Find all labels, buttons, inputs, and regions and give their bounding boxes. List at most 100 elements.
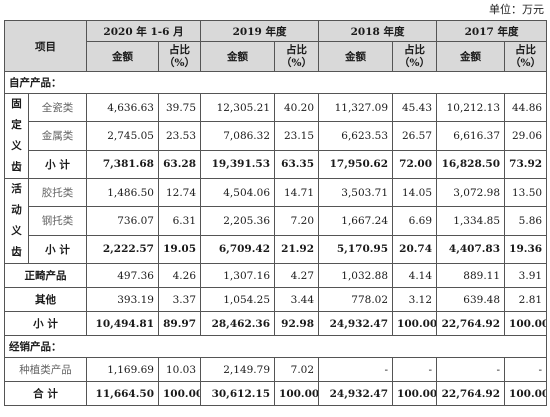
cell: 10.03 <box>157 357 202 382</box>
header-period: 2020 年 1-6 月 <box>85 20 202 42</box>
cell: 7.20 <box>274 206 320 236</box>
cell: 100.00 <box>504 311 548 336</box>
row-label: 正畸产品 <box>4 263 87 288</box>
header-row-columns: 金额 占比 （%） 金额 占比 （%） 金额 占比 （%） 金额 占比 （%） <box>5 41 548 72</box>
header-period: 2019 年度 <box>200 20 320 42</box>
cell: 40.20 <box>274 92 320 123</box>
row-label: 小 计 <box>28 234 87 265</box>
header-item: 项目 <box>4 20 87 72</box>
row-label: 合 计 <box>4 381 87 406</box>
cell: 6.69 <box>392 206 438 236</box>
header-amount: 金额 <box>200 41 276 72</box>
cell: 7,086.32 <box>200 121 276 151</box>
row-label: 种植类产品 <box>4 357 87 382</box>
cell: 3.12 <box>392 287 438 312</box>
cell: 1,486.50 <box>86 177 159 208</box>
group-fixed-label: 固定义齿 <box>4 93 29 179</box>
cell: 12,305.21 <box>200 92 276 123</box>
cell: 22,764.92 <box>436 381 506 406</box>
cell: 12.74 <box>157 177 202 208</box>
table-row: 种植类产品 1,169.69 10.03 2,149.79 7.02 -- -- <box>4 357 548 382</box>
group-char: 齿 <box>11 246 22 258</box>
cell: 3.37 <box>157 287 202 312</box>
group-char: 义 <box>11 225 22 237</box>
header-ratio: 占比 （%） <box>157 41 202 72</box>
cell: 3.44 <box>274 287 320 312</box>
cell: 3.91 <box>504 263 548 288</box>
row-label: 其他 <box>4 287 87 312</box>
group-active-label: 活动义齿 <box>4 178 29 264</box>
cell: - <box>318 357 394 382</box>
cell: - <box>392 357 438 382</box>
cell: 1,032.88 <box>318 263 394 288</box>
cell: 24,932.47 <box>318 381 394 406</box>
cell: 23.53 <box>157 121 202 151</box>
cell: 3,072.98 <box>436 177 506 208</box>
cell: 1,334.85 <box>436 206 506 236</box>
cell: 100.00 <box>392 311 438 336</box>
group-char: 动 <box>11 204 22 216</box>
cell: 5.86 <box>504 206 548 236</box>
row-label: 钢托类 <box>28 206 87 236</box>
cell: 19.05 <box>157 234 202 265</box>
table-row: 活动义齿 胶托类 1,486.50 12.74 4,504.06 14.71 3,5… <box>4 177 548 264</box>
cell: 778.02 <box>318 287 394 312</box>
table-row: 钢托类 736.07 6.31 2,205.36 7.20 1,667.24 6.69… <box>5 206 548 236</box>
ratio-top: 占比 <box>404 43 426 56</box>
cell: 17,950.62 <box>318 149 394 180</box>
section-label: 自产产品： <box>3 71 548 94</box>
header-ratio: 占比 （%） <box>274 41 320 72</box>
header-ratio: 占比 （%） <box>392 41 438 72</box>
header-amount: 金额 <box>436 41 506 72</box>
table-row: 其他 393.19 3.37 1,054.25 3.44 778.02 3.12 63… <box>4 287 548 312</box>
cell: 21.92 <box>274 234 320 265</box>
cell: 63.28 <box>157 149 202 180</box>
table-row-subtotal: 小 计 10,494.81 89.97 28,462.36 92.98 24,932… <box>4 311 548 336</box>
cell: 14.05 <box>392 177 438 208</box>
cell: 19,391.53 <box>200 149 276 180</box>
group-char: 义 <box>11 140 22 152</box>
cell: 639.48 <box>436 287 506 312</box>
cell: 6,623.53 <box>318 121 394 151</box>
cell: 29.06 <box>504 121 548 151</box>
ratio-bottom: （%） <box>399 56 431 69</box>
unit-label: 单位：万元 <box>489 3 544 16</box>
cell: - <box>504 357 548 382</box>
cell: 44.86 <box>504 92 548 123</box>
cell: - <box>436 357 506 382</box>
cell: 100.00 <box>157 381 202 406</box>
cell: 4,636.63 <box>86 92 159 123</box>
row-label: 小 计 <box>4 311 87 336</box>
header-row-periods: 项目 2020 年 1-6 月 2019 年度 2018 年度 2017 年度 <box>4 20 548 72</box>
section-label: 经销产品： <box>3 335 548 358</box>
cell: 2,222.57 <box>86 234 159 265</box>
cell: 889.11 <box>436 263 506 288</box>
table-row-subtotal: 小 计 2,222.57 19.05 6,709.42 21.92 5,170.95… <box>5 234 548 265</box>
cell: 1,054.25 <box>200 287 276 312</box>
cell: 4.14 <box>392 263 438 288</box>
cell: 22,764.92 <box>436 311 506 336</box>
group-char: 活 <box>11 183 22 195</box>
ratio-top: 占比 <box>515 43 537 56</box>
cell: 89.97 <box>157 311 202 336</box>
cell: 4.27 <box>274 263 320 288</box>
cell: 1,307.16 <box>200 263 276 288</box>
cell: 4,504.06 <box>200 177 276 208</box>
cell: 16,828.50 <box>436 149 506 180</box>
sales-table: 项目 2020 年 1-6 月 2019 年度 2018 年度 2017 年度 … <box>3 20 548 406</box>
cell: 4.26 <box>157 263 202 288</box>
table-row: 正畸产品 497.36 4.26 1,307.16 4.27 1,032.88 4.1… <box>4 263 548 288</box>
header-ratio: 占比 （%） <box>504 41 548 72</box>
cell: 2,205.36 <box>200 206 276 236</box>
cell: 20.74 <box>392 234 438 265</box>
ratio-bottom: （%） <box>281 56 313 69</box>
ratio-top: 占比 <box>286 43 308 56</box>
ratio-bottom: （%） <box>164 56 195 69</box>
cell: 23.15 <box>274 121 320 151</box>
cell: 3,503.71 <box>318 177 394 208</box>
cell: 100.00 <box>504 381 548 406</box>
cell: 28,462.36 <box>200 311 276 336</box>
cell: 73.92 <box>504 149 548 180</box>
header-period: 2017 年度 <box>436 20 548 42</box>
group-char: 定 <box>11 119 22 131</box>
